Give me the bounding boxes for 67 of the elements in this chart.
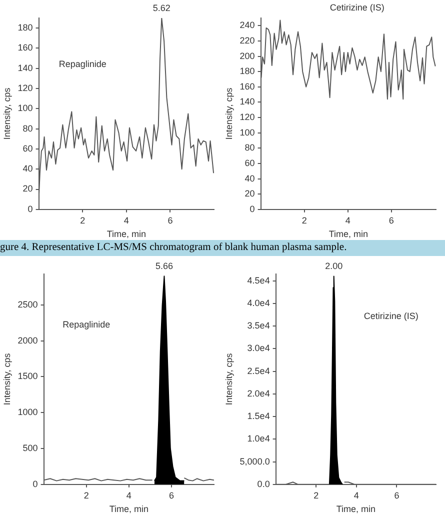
y-tick-label: 4.5e4: [247, 275, 270, 286]
x-axis-title: Time, min: [109, 504, 148, 514]
x-tick-label: 6: [388, 215, 394, 226]
x-tick-label: 6: [168, 215, 173, 226]
annotation: 2.00: [325, 261, 343, 272]
y-tick-label: 100: [240, 127, 255, 138]
y-tick-label: 120: [18, 83, 33, 93]
y-tick-label: 140: [18, 62, 33, 73]
y-tick-label: 500: [22, 442, 38, 453]
y-tick-label: 160: [18, 42, 33, 53]
y-axis-title: Intensity, cps: [224, 87, 234, 140]
y-tick-label: 80: [22, 123, 33, 134]
x-tick-label: 6: [168, 490, 174, 500]
y-tick-label: 0: [250, 204, 255, 214]
y-tick-label: 3.5e4: [247, 320, 270, 331]
x-tick-label: 2: [84, 490, 89, 500]
y-tick-label: 240: [240, 20, 255, 30]
x-axis-title: Time, min: [106, 229, 146, 240]
y-tick-label: 160: [240, 81, 255, 92]
annotation: Repaglinide: [62, 319, 110, 330]
y-tick-label: 200: [240, 50, 255, 61]
y-tick-label: 4.0e4: [247, 298, 270, 308]
annotation: Repaglinide: [58, 59, 106, 70]
x-tick-label: 6: [394, 490, 400, 500]
y-tick-label: 1.0e4: [247, 434, 270, 444]
y-tick-label: 1000: [18, 407, 38, 418]
x-tick-label: 4: [124, 215, 129, 226]
y-tick-label: 20: [244, 188, 255, 199]
annotation: Cetirizine (IS): [364, 310, 418, 321]
y-tick-label: 5,000.0: [240, 456, 270, 466]
y-tick-label: 180: [18, 22, 33, 33]
x-tick-label: 4: [354, 490, 359, 500]
text: gure 4. Representative LC-MS/MS chromatogram of blank human plasma sample.: [0, 240, 445, 256]
y-tick-label: 220: [240, 35, 255, 46]
x-axis-title: Time, min: [336, 504, 376, 514]
y-axis-title: Intensity, cps: [2, 352, 12, 406]
text: Cetirizine (IS): [330, 2, 384, 13]
annotation: 5.62: [152, 2, 170, 13]
y-tick-label: 3.0e4: [247, 343, 270, 354]
x-tick-label: 4: [345, 215, 350, 226]
y-tick-label: 40: [244, 173, 255, 184]
x-tick-label: 2: [302, 215, 307, 226]
y-tick-label: 40: [22, 164, 33, 174]
x-tick-label: 4: [126, 490, 132, 500]
y-tick-label: 180: [240, 66, 255, 76]
y-tick-label: 20: [22, 184, 33, 194]
y-tick-label: 0: [32, 478, 38, 489]
annotation: 5.66: [155, 261, 173, 272]
y-axis-title: Intensity, cps: [224, 352, 234, 406]
y-tick-label: 2.0e4: [247, 388, 270, 398]
y-tick-label: 2500: [18, 299, 38, 310]
y-tick-label: 100: [18, 103, 33, 114]
x-tick-label: 2: [80, 215, 86, 226]
y-tick-label: 0.0: [257, 478, 270, 489]
x-axis-title: Time, min: [328, 229, 368, 240]
y-tick-label: 80: [244, 142, 255, 153]
y-tick-label: 120: [240, 112, 255, 122]
y-tick-label: 60: [244, 158, 255, 168]
y-tick-label: 2.5e4: [247, 366, 270, 376]
y-axis-title: Intensity, cps: [2, 87, 12, 140]
y-tick-label: 1500: [18, 371, 38, 382]
y-tick-label: 1.5e4: [247, 411, 270, 422]
y-tick-label: 2000: [18, 335, 38, 346]
y-tick-label: 60: [22, 143, 33, 154]
y-tick-label: 140: [240, 96, 255, 107]
y-tick-label: 0: [28, 204, 33, 214]
x-tick-label: 2: [314, 490, 319, 500]
